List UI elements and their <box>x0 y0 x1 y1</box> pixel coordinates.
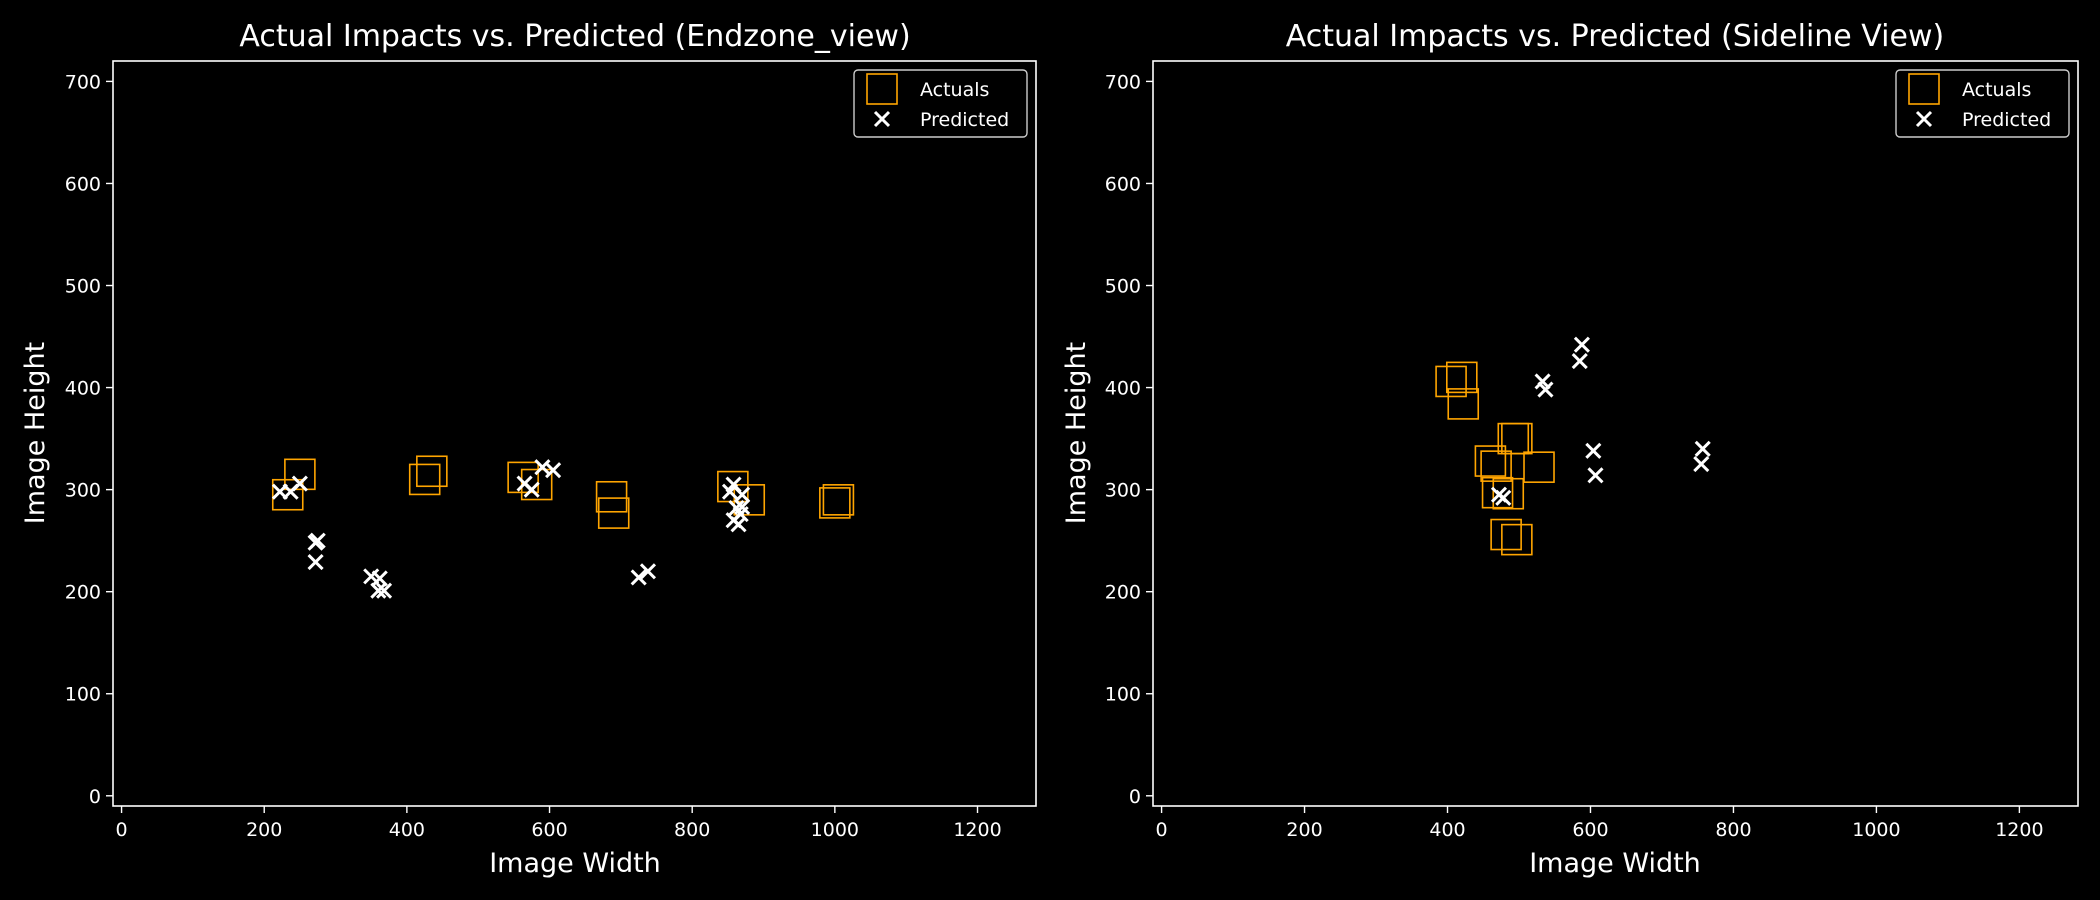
y-tick-label: 300 <box>65 480 101 502</box>
predicted-point <box>639 563 657 580</box>
predicted-point <box>1495 489 1512 506</box>
actual-point <box>595 480 628 513</box>
actual-point <box>1490 518 1522 551</box>
x-tick-label: 400 <box>389 819 425 841</box>
predicted-point <box>1694 440 1711 457</box>
actual-point <box>717 470 749 503</box>
x-tick-label: 400 <box>1429 819 1465 841</box>
predicted-point <box>309 532 326 549</box>
actual-point <box>1447 388 1480 420</box>
plot-area: 0 200 400 600 800 1000 1200 0 100 200 300 400 500 600… <box>65 60 1037 841</box>
x-tick-label: 800 <box>1715 819 1751 841</box>
actual-point <box>416 455 448 488</box>
y-tick-label: 600 <box>1105 173 1141 195</box>
x-tick-label: 1000 <box>811 819 859 841</box>
actual-point <box>819 487 851 519</box>
y-tick-label: 200 <box>65 582 101 604</box>
x-tick-label: 0 <box>1156 819 1168 841</box>
legend-label: Actuals <box>1962 79 2031 101</box>
y-tick-label: 0 <box>1129 786 1141 808</box>
x-axis-label: Image Width <box>1529 848 1701 879</box>
legend-label: Actuals <box>920 79 989 101</box>
predicted-point <box>1537 381 1554 398</box>
actual-point <box>1435 365 1467 398</box>
predicted-point <box>630 569 647 586</box>
legend-predicted-marker <box>1915 110 1933 128</box>
predicted-point <box>545 462 562 479</box>
actual-point <box>733 484 766 516</box>
actual-point <box>1523 451 1555 483</box>
predicted-point <box>375 582 393 599</box>
axes-frame <box>1152 60 2079 807</box>
y-tick-label: 100 <box>1105 684 1141 706</box>
plot-title: Actual Impacts vs. Predicted (Sideline V… <box>1286 19 1944 54</box>
legend-label: Predicted <box>1962 109 2051 131</box>
predicted-point <box>732 506 749 523</box>
actual-point <box>284 458 316 491</box>
predicted-point <box>523 481 540 498</box>
actual-point <box>507 461 539 494</box>
x-tick-label: 1200 <box>1995 819 2043 841</box>
actual-point <box>408 463 441 496</box>
actual-point <box>271 478 304 511</box>
x-tick-label: 1200 <box>953 819 1001 841</box>
y-tick-label: 500 <box>65 276 101 298</box>
predicted-point <box>1585 442 1602 459</box>
legend-label: Predicted <box>920 109 1009 131</box>
plot-area: 0 200 400 600 800 1000 1200 0 100 200 300 400 500 600… <box>1105 60 2079 841</box>
legend: Actuals Predicted <box>1895 69 2070 138</box>
y-tick-label: 400 <box>1105 378 1141 400</box>
x-axis-label: Image Width <box>489 848 661 879</box>
y-tick-label: 300 <box>1105 480 1141 502</box>
y-tick-label: 500 <box>1105 276 1141 298</box>
y-tick-label: 600 <box>65 173 101 195</box>
actual-point <box>1501 523 1533 556</box>
y-tick-label: 0 <box>89 786 101 808</box>
actual-point <box>1480 450 1512 482</box>
actual-point <box>822 484 855 516</box>
x-tick-label: 0 <box>116 819 128 841</box>
predicted-point <box>307 554 324 571</box>
y-axis-label: Image Height <box>1061 342 1092 524</box>
y-tick-label: 700 <box>65 71 101 93</box>
actual-point <box>597 497 630 529</box>
y-tick-label: 400 <box>65 378 101 400</box>
actual-point <box>1492 477 1525 510</box>
predicted-point <box>291 475 308 492</box>
legend-actuals-marker <box>866 73 898 105</box>
y-tick-label: 700 <box>1105 71 1141 93</box>
plot-title: Actual Impacts vs. Predicted (Endzone_vi… <box>239 19 910 54</box>
y-tick-label: 200 <box>1105 582 1141 604</box>
predicted-point <box>370 582 387 599</box>
x-tick-label: 200 <box>1286 819 1322 841</box>
actual-point <box>1481 476 1514 509</box>
actual-point <box>1474 445 1507 477</box>
x-tick-label: 800 <box>674 819 710 841</box>
legend-predicted-marker <box>873 110 891 128</box>
y-tick-label: 100 <box>65 684 101 706</box>
endzone-plot: Actual Impacts vs. Predicted (Endzone_vi… <box>20 19 1037 879</box>
predicted-point <box>1693 456 1710 473</box>
legend-actuals-marker <box>1908 73 1940 105</box>
x-tick-label: 1000 <box>1852 819 1900 841</box>
x-tick-label: 600 <box>531 819 567 841</box>
actual-point <box>1446 361 1478 394</box>
axes-frame <box>112 60 1037 807</box>
x-tick-label: 600 <box>1572 819 1608 841</box>
x-tick-label: 200 <box>246 819 282 841</box>
predicted-point <box>734 486 751 503</box>
predicted-point <box>1571 352 1588 370</box>
sideline-plot: Actual Impacts vs. Predicted (Sideline V… <box>1061 19 2079 879</box>
predicted-point <box>1573 336 1590 353</box>
predicted-point <box>1587 467 1604 484</box>
y-axis-label: Image Height <box>20 342 51 524</box>
actual-point <box>1501 422 1533 455</box>
legend: Actuals Predicted <box>853 69 1028 138</box>
